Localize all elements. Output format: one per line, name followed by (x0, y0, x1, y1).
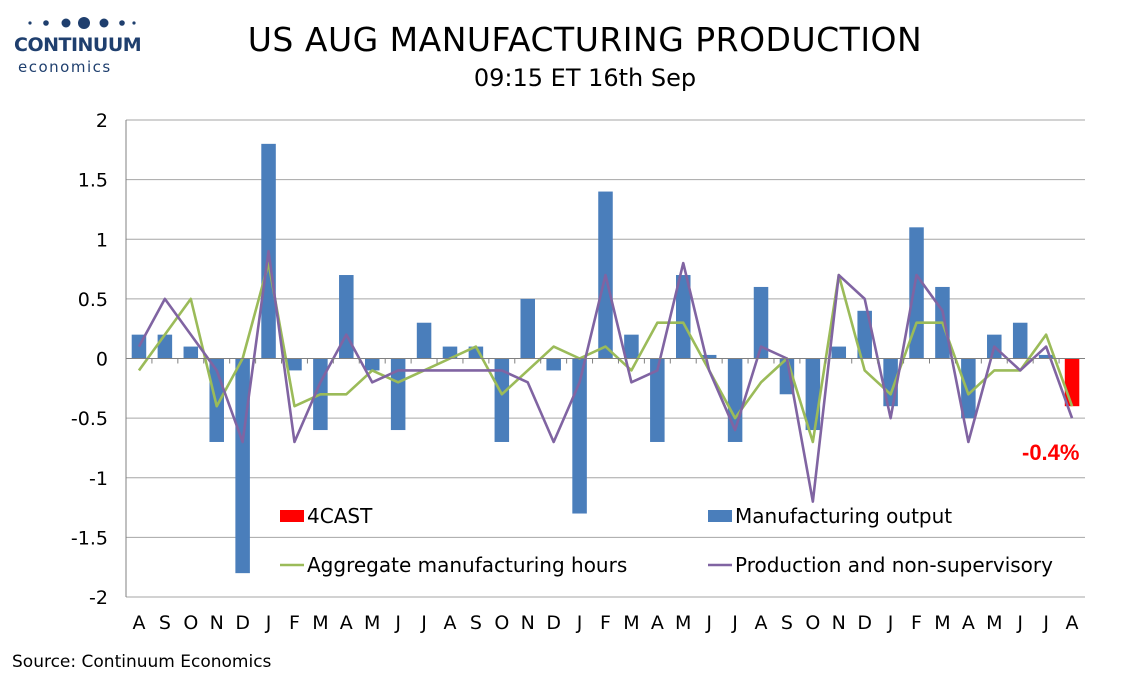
x-tick-label: M (934, 612, 950, 634)
chart-subtitle: 09:15 ET 16th Sep (473, 64, 697, 92)
x-tick-label: N (521, 612, 535, 634)
manufacturing-output-bar (675, 275, 691, 359)
forecast-callout: -0.4% (1022, 440, 1080, 465)
x-tick-label: J (265, 612, 272, 634)
logo-sub: economics (18, 58, 112, 76)
production-nonsupervisory-line (137, 249, 1074, 503)
manufacturing-output-bar (235, 358, 250, 574)
manufacturing-output-bar (364, 358, 380, 371)
x-tick-label: M (675, 612, 691, 634)
manufacturing-output-bar (572, 358, 587, 514)
x-tick-label: M (312, 612, 328, 634)
manufacturing-output-bar (390, 358, 406, 431)
y-tick-label: 2 (96, 110, 108, 132)
x-tick-label: D (857, 612, 872, 634)
x-tick-label: O (183, 612, 198, 634)
y-tick-label: -1 (89, 468, 108, 490)
x-tick-label: F (289, 612, 300, 634)
manufacturing-output-bar (1012, 322, 1028, 359)
manufacturing-output-bar (624, 334, 639, 359)
x-tick-label: M (364, 612, 380, 634)
legend-swatch (708, 510, 732, 522)
x-tick-label: D (235, 612, 250, 634)
manufacturing-output-bar (701, 354, 717, 359)
x-tick-label: J (705, 612, 712, 634)
legend-label: Manufacturing output (735, 504, 952, 528)
x-tick-label: J (420, 612, 427, 634)
source-note: Source: Continuum Economics (12, 652, 272, 672)
legend-swatch (280, 510, 304, 522)
x-tick-label: O (805, 612, 820, 634)
manufacturing-output-bar (287, 358, 302, 371)
y-tick-label: 1.5 (78, 170, 108, 192)
manufacturing-output-bar (805, 358, 821, 431)
x-tick-label: M (623, 612, 639, 634)
manufacturing-output-bar (909, 227, 924, 359)
manufacturing-output-bar (546, 358, 561, 371)
manufacturing-output-bar (183, 346, 199, 359)
x-tick-label: J (887, 612, 894, 634)
manufacturing-output-bar (442, 346, 458, 359)
manufacturing-output-bar (468, 346, 484, 359)
x-tick-label: S (159, 612, 171, 634)
y-tick-label: 0.5 (78, 289, 108, 311)
legend-label: Production and non-supervisory (735, 553, 1053, 577)
logo-dots-icon (28, 17, 136, 29)
x-tick-label: A (962, 612, 975, 634)
x-tick-label: N (832, 612, 846, 634)
x-tick-label: J (1016, 612, 1023, 634)
forecast-bar (1064, 358, 1080, 407)
x-tick-label: F (600, 612, 611, 634)
legend: 4CAST Manufacturing output Aggregate manuf… (280, 504, 1053, 577)
legend-label: 4CAST (307, 504, 373, 528)
chart: 21.510.50-0.5-1-1.5-2A S O N D J F M A M J J A S O N D J F… (71, 110, 1085, 634)
manufacturing-output-bar (1038, 354, 1054, 359)
manufacturing-output-bar (753, 286, 769, 359)
x-tick-label: J (576, 612, 583, 634)
chart-title: US AUG MANUFACTURING PRODUCTION (247, 20, 923, 59)
x-tick-label: S (470, 612, 482, 634)
y-tick-label: -2 (89, 587, 108, 609)
manufacturing-output-bar (650, 358, 665, 442)
manufacturing-output-bar (416, 322, 432, 359)
y-tick-label: -1.5 (71, 527, 108, 549)
x-tick-label: J (731, 612, 738, 634)
manufacturing-output-bar (857, 310, 872, 359)
manufacturing-output-bar (339, 275, 354, 359)
x-tick-label: J (1042, 612, 1049, 634)
x-tick-label: A (443, 612, 456, 634)
logo: CONTINUUM economics (10, 12, 142, 82)
x-tick-label: F (911, 612, 922, 634)
manufacturing-output-bar (961, 358, 976, 419)
x-tick-label: S (781, 612, 793, 634)
logo-name: CONTINUUM (14, 34, 142, 56)
manufacturing-output-bar (157, 334, 173, 359)
x-tick-label: A (340, 612, 353, 634)
y-tick-label: 1 (96, 229, 108, 251)
axes: 21.510.50-0.5-1-1.5-2A S O N D J F M A M J J A S O N D J F… (71, 110, 1085, 634)
x-tick-label: N (210, 612, 224, 634)
x-tick-label: M (986, 612, 1002, 634)
x-tick-label: A (1066, 612, 1079, 634)
x-tick-label: A (132, 612, 145, 634)
manufacturing-output-bar (494, 358, 510, 442)
y-tick-label: 0 (96, 349, 108, 371)
x-tick-label: A (651, 612, 664, 634)
legend-label: Aggregate manufacturing hours (307, 553, 627, 577)
x-tick-label: J (394, 612, 401, 634)
aggregate-hours-line (137, 261, 1074, 444)
y-tick-label: -0.5 (71, 408, 108, 430)
manufacturing-output-bar (831, 346, 847, 359)
lines (137, 249, 1074, 503)
manufacturing-output-bar (520, 298, 536, 359)
x-tick-label: A (755, 612, 768, 634)
x-tick-label: O (494, 612, 509, 634)
x-tick-label: D (546, 612, 561, 634)
